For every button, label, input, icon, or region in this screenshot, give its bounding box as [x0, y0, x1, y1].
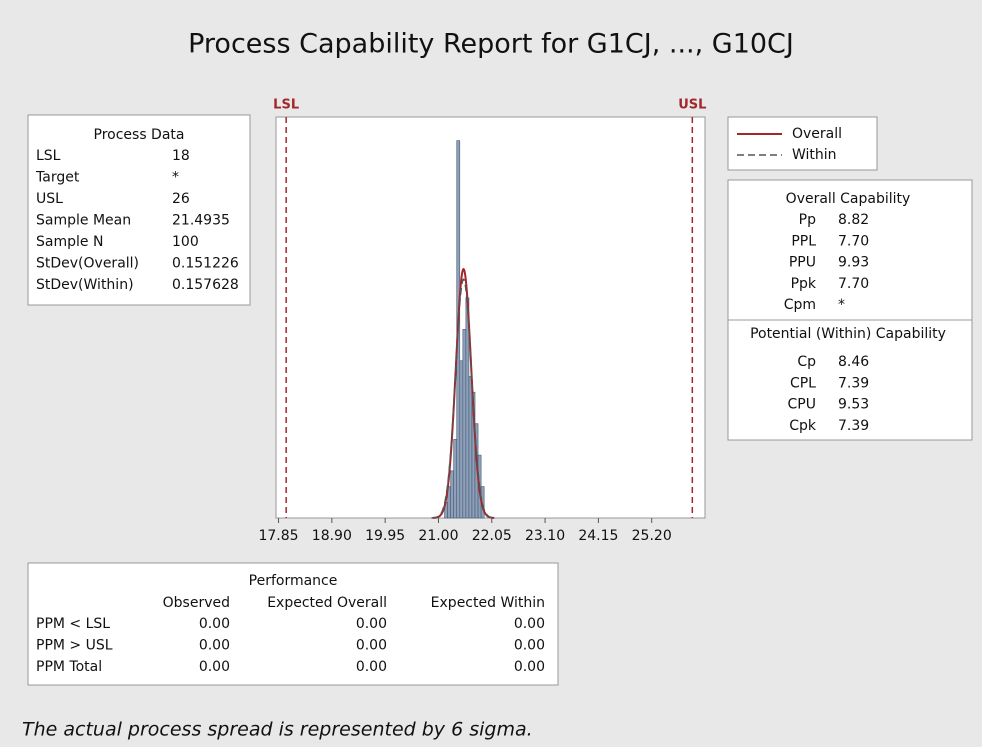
row-label: LSL: [36, 148, 61, 164]
cell: 0.00: [199, 638, 230, 654]
bar: [450, 470, 454, 519]
x-tick-label: 24.15: [578, 528, 618, 544]
row-value: 26: [172, 191, 190, 207]
cell: 0.00: [356, 638, 387, 654]
row-value: 18: [172, 148, 190, 164]
row-value: 9.53: [838, 397, 869, 413]
row-label: PPU: [789, 255, 816, 271]
row-label: StDev(Overall): [36, 256, 139, 272]
plot-area: [275, 116, 706, 519]
x-tick-label: 19.95: [365, 528, 405, 544]
row-label: PPM > USL: [36, 638, 113, 654]
spec-label: USL: [678, 98, 706, 113]
row-label: CPL: [790, 375, 816, 391]
row-value: 7.39: [838, 375, 869, 391]
row-label: PPL: [791, 233, 816, 249]
row-label: Cpk: [789, 418, 817, 434]
table-title: Overall Capability: [786, 191, 911, 207]
bar: [459, 360, 464, 519]
row-value: 0.157628: [172, 277, 239, 293]
cell: 0.00: [356, 659, 387, 675]
cell: 0.00: [514, 659, 545, 675]
row-label: StDev(Within): [36, 277, 134, 293]
row-value: 21.4935: [172, 213, 230, 229]
row-label: Pp: [799, 212, 816, 228]
row-value: 8.82: [838, 212, 869, 228]
process-data-box: [27, 114, 251, 306]
column-header: Expected Overall: [267, 595, 387, 611]
row-label: CPU: [788, 397, 816, 413]
bar: [468, 376, 473, 519]
x-tick-label: 25.20: [632, 528, 672, 544]
x-tick-label: 22.05: [472, 528, 512, 544]
row-label: Target: [35, 170, 80, 186]
x-tick-label: 18.90: [312, 528, 352, 544]
row-label: Cpm: [784, 297, 816, 313]
table-title: Potential (Within) Capability: [750, 326, 946, 342]
bar: [453, 439, 458, 519]
fit-curve: [431, 278, 496, 519]
cell: 0.00: [356, 616, 387, 632]
column-header: Observed: [163, 595, 230, 611]
chart-title: Process Capability Report for G1CJ, ...,…: [188, 29, 794, 60]
row-label: PPM Total: [36, 659, 102, 675]
row-label: USL: [36, 191, 63, 207]
row-value: 7.70: [838, 276, 869, 292]
row-value: 0.151226: [172, 256, 239, 272]
row-label: Sample Mean: [36, 213, 131, 229]
capability-box: [727, 179, 973, 441]
row-value: 9.93: [838, 255, 869, 271]
legend-label: Overall: [792, 126, 842, 142]
column-header: Expected Within: [431, 595, 545, 611]
row-value: 100: [172, 234, 199, 250]
bar: [462, 328, 467, 519]
performance-box: [27, 562, 559, 686]
legend-box: [727, 116, 878, 171]
cell: 0.00: [514, 616, 545, 632]
x-tick-label: 21.00: [418, 528, 458, 544]
legend-label: Within: [792, 147, 837, 163]
cell: 0.00: [514, 638, 545, 654]
x-tick-label: 17.85: [258, 528, 298, 544]
row-label: Sample N: [36, 234, 103, 250]
row-value: *: [838, 297, 845, 313]
footnote: The actual process spread is represented…: [22, 719, 533, 741]
row-label: PPM < LSL: [36, 616, 110, 632]
row-label: Ppk: [791, 276, 817, 292]
table-title: Process Data: [94, 127, 185, 143]
spec-label: LSL: [273, 98, 299, 113]
cell: 0.00: [199, 616, 230, 632]
row-label: Cp: [797, 354, 816, 370]
row-value: *: [172, 170, 179, 186]
row-value: 8.46: [838, 354, 869, 370]
row-value: 7.39: [838, 418, 869, 434]
cell: 0.00: [199, 659, 230, 675]
x-tick-label: 23.10: [525, 528, 565, 544]
table-title: Performance: [249, 573, 338, 589]
row-value: 7.70: [838, 233, 869, 249]
